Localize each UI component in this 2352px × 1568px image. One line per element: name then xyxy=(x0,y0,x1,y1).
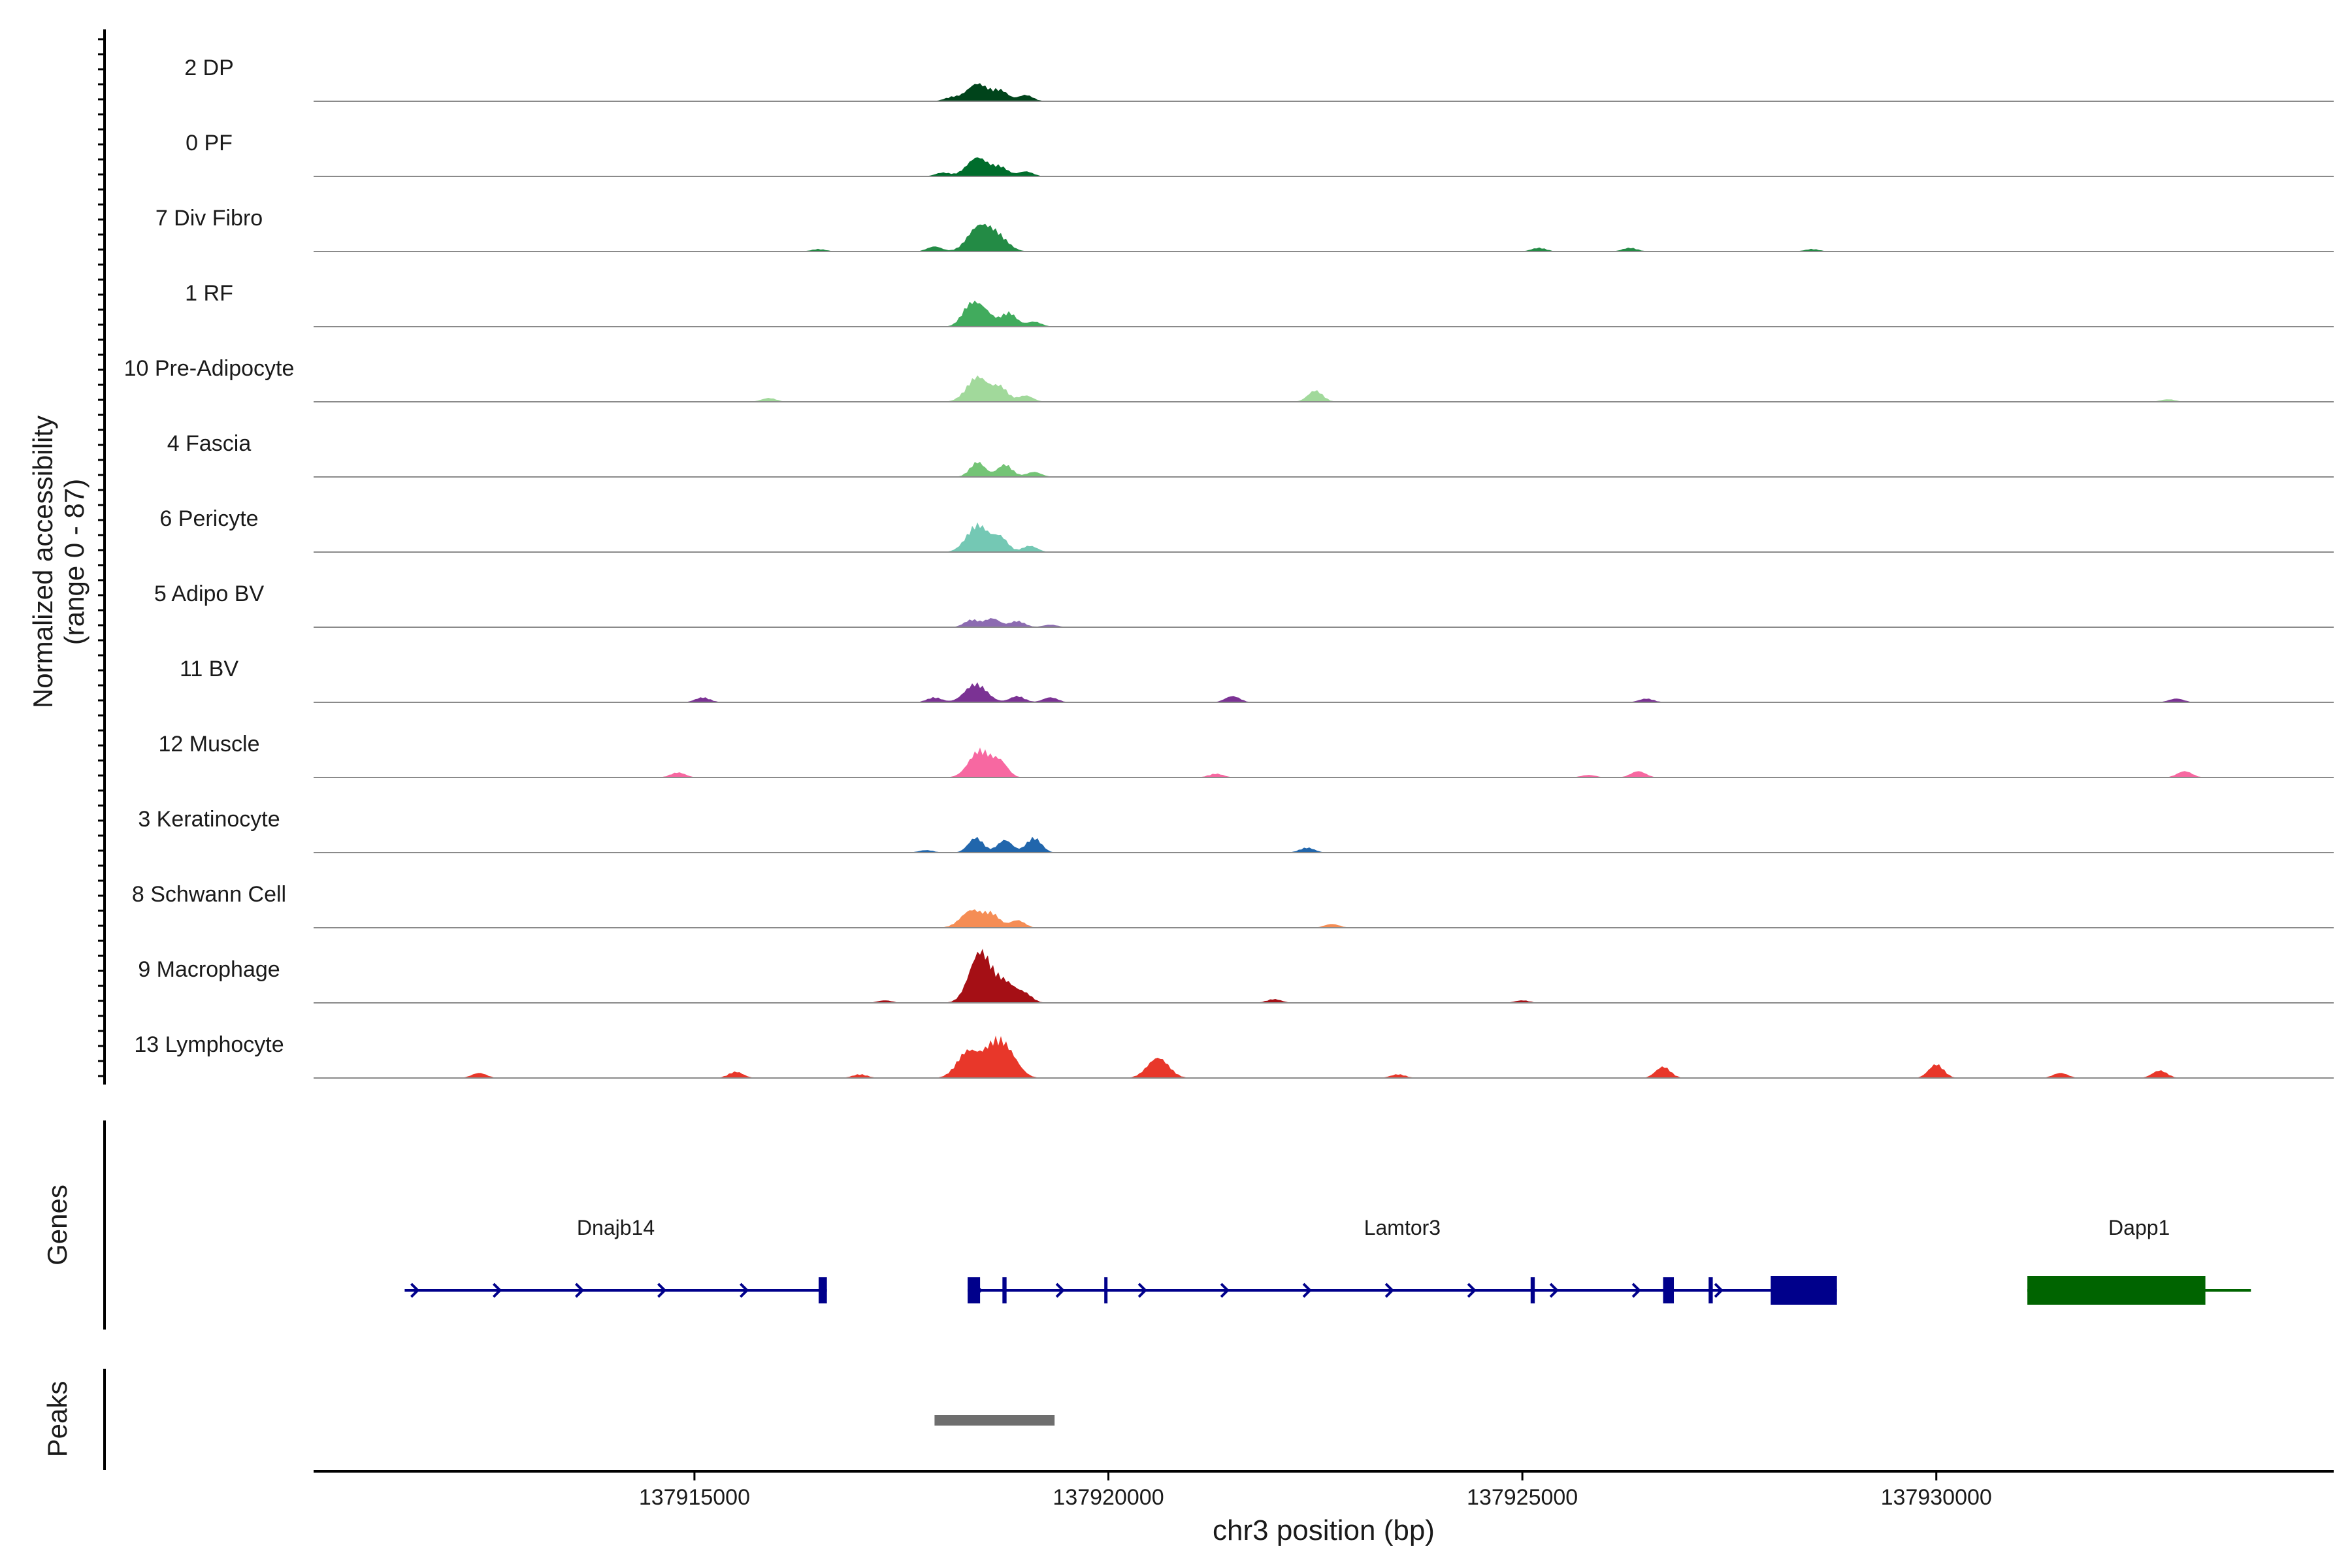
track-10: 12 Muscle xyxy=(159,732,2334,778)
y-axis-label-line1: Normalized accessibility xyxy=(27,416,58,708)
coverage-area xyxy=(314,1036,2334,1078)
track-label: 3 Keratinocyte xyxy=(138,807,280,832)
gene-exon xyxy=(1104,1277,1108,1303)
strand-arrow xyxy=(739,1282,749,1298)
strand-arrow xyxy=(1631,1282,1641,1298)
strand-arrow xyxy=(1714,1282,1723,1298)
strand-arrow xyxy=(657,1282,667,1298)
coverage-area xyxy=(314,157,2334,176)
track-6: 4 Fascia xyxy=(167,431,2334,478)
coverage-area xyxy=(314,461,2334,477)
track-1: 2 DP xyxy=(184,56,2334,102)
coverage-tracks: 2 DP 0 PF 7 Div Fibro 1 RF 10 Pre-Adipocyte 4… xyxy=(124,56,2334,1079)
x-axis-label: chr3 position (bp) xyxy=(1213,1514,1435,1546)
strand-arrow xyxy=(410,1282,420,1298)
track-3: 7 Div Fibro xyxy=(155,206,2334,252)
track-label: 7 Div Fibro xyxy=(155,206,263,231)
coverage-area xyxy=(314,522,2334,552)
gene-exon xyxy=(1708,1277,1713,1303)
strand-arrow xyxy=(1549,1282,1559,1298)
peak-track xyxy=(934,1415,1055,1426)
strand-arrow xyxy=(1467,1282,1477,1298)
track-label: 11 BV xyxy=(180,657,238,681)
strand-arrow xyxy=(1220,1282,1230,1298)
gene-exon xyxy=(2027,1276,2206,1305)
x-tick-label: 137925000 xyxy=(1467,1485,1578,1510)
x-tick-label: 137915000 xyxy=(639,1485,750,1510)
gene-exon xyxy=(1771,1276,1837,1305)
coverage-area xyxy=(314,949,2334,1003)
coverage-area xyxy=(314,301,2334,327)
track-9: 11 BV xyxy=(180,657,2334,703)
x-tick-label: 137920000 xyxy=(1053,1485,1164,1510)
coverage-y-axis-ticks xyxy=(98,38,105,1077)
y-axis-label-line2: (range 0 - 87) xyxy=(59,479,90,645)
coverage-area xyxy=(314,909,2334,928)
track-label: 10 Pre-Adipocyte xyxy=(124,356,295,381)
gene-name: Dnajb14 xyxy=(577,1216,655,1239)
strand-arrow xyxy=(1137,1282,1147,1298)
strand-arrow xyxy=(1302,1282,1312,1298)
track-label: 6 Pericyte xyxy=(159,506,258,531)
track-label: 9 Macrophage xyxy=(138,957,280,982)
track-8: 5 Adipo BV xyxy=(154,581,2334,628)
gene-exon xyxy=(1002,1277,1007,1303)
strand-arrow xyxy=(492,1282,502,1298)
peak-region xyxy=(934,1415,1055,1426)
gene-lamtor3: Lamtor3 xyxy=(968,1216,1837,1305)
track-13: 9 Macrophage xyxy=(138,949,2334,1004)
track-label: 12 Muscle xyxy=(159,732,260,757)
coverage-area xyxy=(314,375,2334,402)
coverage-area xyxy=(314,83,2334,101)
track-label: 5 Adipo BV xyxy=(154,581,265,606)
track-11: 3 Keratinocyte xyxy=(138,807,2334,853)
gene-name: Lamtor3 xyxy=(1364,1216,1441,1239)
track-label: 2 DP xyxy=(184,56,234,80)
gene-exon xyxy=(819,1277,827,1303)
track-7: 6 Pericyte xyxy=(159,506,2334,553)
coverage-area xyxy=(314,618,2334,627)
strand-arrow xyxy=(1055,1282,1065,1298)
coverage-area xyxy=(314,223,2334,252)
strand-arrow xyxy=(1384,1282,1394,1298)
gene-panel-label: Genes xyxy=(42,1184,73,1266)
strand-arrow xyxy=(574,1282,585,1298)
track-label: 0 PF xyxy=(186,131,233,155)
track-14: 13 Lymphocyte xyxy=(134,1032,2334,1079)
track-label: 13 Lymphocyte xyxy=(134,1032,284,1057)
coverage-area xyxy=(314,836,2334,853)
track-4: 1 RF xyxy=(185,281,2334,327)
gene-exon xyxy=(1663,1277,1674,1303)
x-axis-ticks: 137915000 137920000 137925000 137930000 xyxy=(639,1471,1992,1510)
gene-dnajb14: Dnajb14 xyxy=(404,1216,827,1303)
gene-track: Dnajb14 Lamtor3 Dapp1 xyxy=(404,1216,2251,1305)
gene-exon xyxy=(968,1277,981,1303)
gene-dapp1: Dapp1 xyxy=(2027,1216,2251,1305)
coverage-area xyxy=(314,747,2334,777)
x-tick-label: 137930000 xyxy=(1881,1485,1992,1510)
gene-exon xyxy=(1530,1277,1535,1303)
coverage-area xyxy=(314,682,2334,702)
track-5: 10 Pre-Adipocyte xyxy=(124,356,2334,402)
track-2: 0 PF xyxy=(186,131,2334,177)
track-12: 8 Schwann Cell xyxy=(132,882,2334,928)
track-label: 1 RF xyxy=(185,281,233,306)
gene-name: Dapp1 xyxy=(2108,1216,2170,1239)
peak-panel-label: Peaks xyxy=(42,1381,73,1458)
track-label: 8 Schwann Cell xyxy=(132,882,286,907)
track-label: 4 Fascia xyxy=(167,431,252,456)
